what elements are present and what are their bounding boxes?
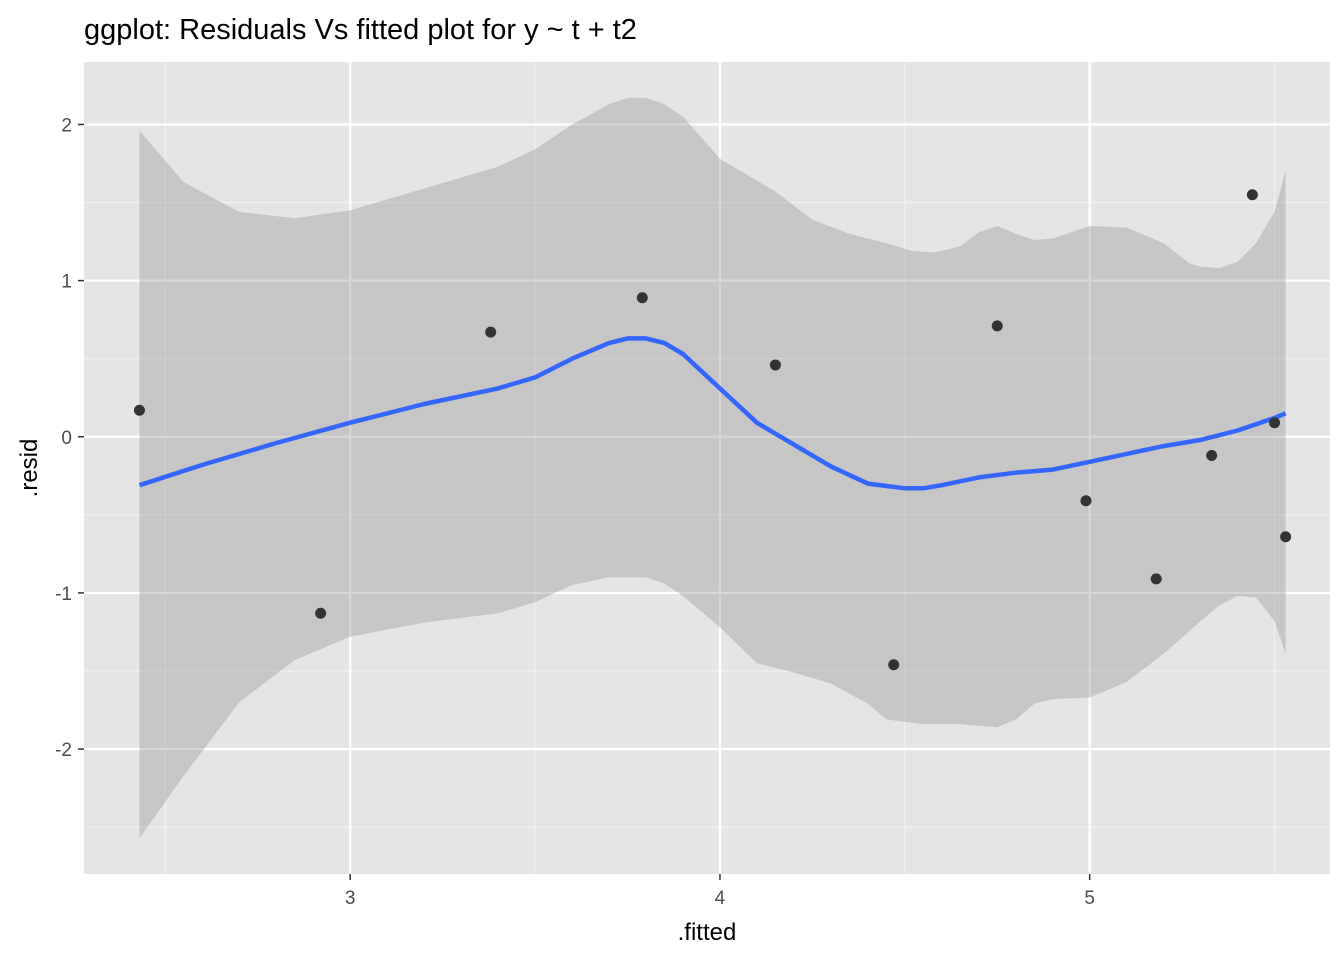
y-tick-label: 2 [61,115,72,136]
y-axis: -2 -1 0 1 2 [55,115,84,761]
plot-panel [84,62,1330,874]
x-tick-label: 4 [715,888,726,909]
residual-point [133,404,145,416]
confidence-band [139,97,1286,839]
residual-point [636,292,648,304]
major-grid-lines [84,62,1330,874]
residual-point [1280,531,1292,543]
residual-point [888,659,900,671]
residual-point [315,607,327,619]
y-tick-label: -2 [55,740,72,761]
residual-point [769,359,781,371]
residual-point [1150,573,1162,585]
y-tick-label: 1 [61,272,72,293]
residual-point [485,326,497,338]
y-axis-title: .resid [16,439,43,498]
y-tick-label: -1 [55,584,72,605]
minor-grid-lines [84,62,1330,874]
residual-point [1269,417,1281,429]
residual-point [1206,450,1218,462]
x-tick-label: 5 [1084,888,1095,909]
chart-title: ggplot: Residuals Vs fitted plot for y ~… [84,14,637,46]
y-tick-label: 0 [61,428,72,449]
residual-point [1246,189,1258,201]
smooth-fit-line [138,336,1287,491]
x-axis: 3 4 5 [345,874,1095,909]
residual-point [991,320,1003,332]
x-axis-title: .fitted [678,919,737,946]
x-tick-label: 3 [345,888,356,909]
residual-point [1080,495,1092,507]
residual-points [133,189,1292,671]
